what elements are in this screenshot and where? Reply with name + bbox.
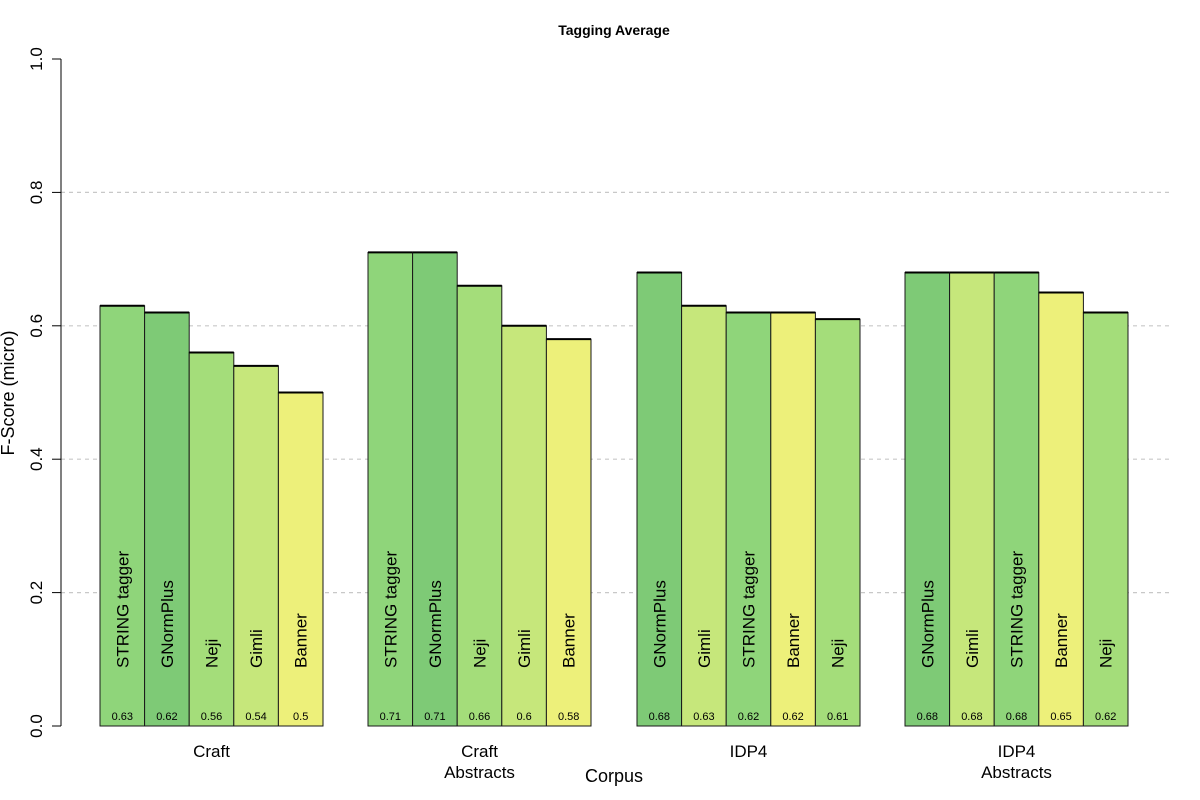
bar-name-label: Gimli xyxy=(695,629,714,668)
bar-name-label: Neji xyxy=(1097,639,1116,668)
group-label: Craft xyxy=(461,742,498,761)
bar xyxy=(144,311,190,727)
bar-name-label: STRING tagger xyxy=(113,551,132,668)
bar-value-label: 0.56 xyxy=(201,711,222,723)
group-label: IDP4 xyxy=(998,742,1036,761)
bar-name-label: Neji xyxy=(203,639,222,668)
bar-value-label: 0.68 xyxy=(961,711,982,723)
bar-value-label: 0.62 xyxy=(782,711,803,723)
bar-name-label: Banner xyxy=(1052,613,1071,668)
bar xyxy=(636,271,683,727)
bar xyxy=(367,251,414,727)
bar-name-label: Banner xyxy=(292,613,311,668)
bar xyxy=(770,311,816,727)
bar-value-label: 0.63 xyxy=(112,711,133,723)
bar-value-label: 0.68 xyxy=(917,711,938,723)
bar-value-label: 0.61 xyxy=(827,711,848,723)
bar xyxy=(188,351,235,727)
bar xyxy=(545,338,592,727)
bar xyxy=(233,365,279,727)
bar xyxy=(814,318,861,727)
bar xyxy=(681,305,727,727)
bar-value-label: 0.62 xyxy=(1095,711,1116,723)
bar-name-label: STRING tagger xyxy=(740,551,759,668)
bar-value-label: 0.71 xyxy=(424,711,445,723)
group-label: Abstracts xyxy=(981,763,1052,782)
bar-name-label: Gimli xyxy=(963,629,982,668)
y-tick-label: 0.4 xyxy=(27,447,46,471)
group-label: IDP4 xyxy=(730,742,768,761)
bar-name-label: STRING tagger xyxy=(381,551,400,668)
bar xyxy=(501,325,547,727)
bar-name-label: Gimli xyxy=(247,629,266,668)
bar xyxy=(277,392,324,727)
bar xyxy=(904,271,951,727)
bar-value-label: 0.66 xyxy=(469,711,490,723)
y-tick-label: 0.6 xyxy=(27,314,46,338)
bar-name-label: GNormPlus xyxy=(158,580,177,668)
bar-name-label: STRING tagger xyxy=(1008,551,1027,668)
bar-value-label: 0.62 xyxy=(156,711,177,723)
chart-title: Tagging Average xyxy=(558,22,670,38)
bar-value-label: 0.68 xyxy=(1006,711,1027,723)
bar-value-label: 0.62 xyxy=(738,711,759,723)
group-label: Craft xyxy=(193,742,230,761)
y-tick-label: 1.0 xyxy=(27,47,46,71)
bar xyxy=(1038,291,1084,727)
y-tick-label: 0.0 xyxy=(27,714,46,738)
bar-name-label: Gimli xyxy=(515,629,534,668)
bar-name-label: Neji xyxy=(471,639,490,668)
bar-value-label: 0.5 xyxy=(293,711,308,723)
bar xyxy=(993,271,1040,727)
group-label: Abstracts xyxy=(444,763,515,782)
bar-value-label: 0.71 xyxy=(380,711,401,723)
bar-name-label: GNormPlus xyxy=(918,580,937,668)
bar-name-label: GNormPlus xyxy=(650,580,669,668)
bar-value-label: 0.65 xyxy=(1050,711,1071,723)
bar xyxy=(949,271,995,727)
bar-value-label: 0.58 xyxy=(558,711,579,723)
y-tick-label: 0.2 xyxy=(27,581,46,605)
y-tick-label: 0.8 xyxy=(27,181,46,205)
bar-name-label: Banner xyxy=(560,613,579,668)
bar-name-label: Banner xyxy=(784,613,803,668)
bar-value-label: 0.68 xyxy=(649,711,670,723)
x-axis-label: Corpus xyxy=(585,766,643,786)
bar-name-label: Neji xyxy=(829,639,848,668)
bar-value-label: 0.6 xyxy=(516,711,531,723)
bar-value-label: 0.63 xyxy=(693,711,714,723)
group-labels: Craft Craft Abstracts IDP4 IDP4 Abstracts xyxy=(193,742,1052,782)
bar xyxy=(412,251,458,727)
y-axis-label: F-Score (micro) xyxy=(0,331,18,456)
bar-value-label: 0.54 xyxy=(245,711,266,723)
y-axis: 0.0 0.2 0.4 0.6 0.8 1.0 xyxy=(27,47,62,738)
bar xyxy=(1082,311,1129,727)
bars: STRING tagger 0.63 GNormPlus 0.62 Neji 0.56 Gi… xyxy=(99,251,1129,727)
bar-name-label: GNormPlus xyxy=(426,580,445,668)
